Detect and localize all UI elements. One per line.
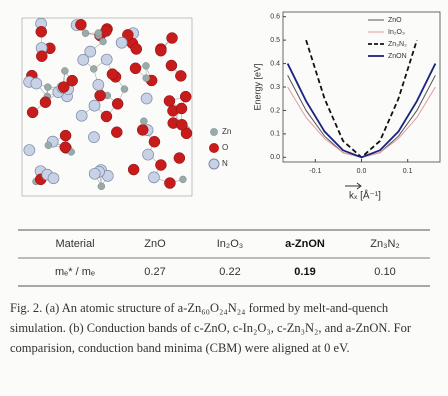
legend-label: ZnO (388, 17, 402, 24)
table-header: Material (55, 238, 94, 250)
x-tick-label: 0.0 (357, 168, 367, 175)
y-tick-label: 0.5 (270, 37, 280, 44)
atom-n (76, 110, 87, 121)
y-tick-label: 0.6 (270, 14, 280, 21)
atom-o (166, 60, 177, 71)
legend-o (209, 143, 219, 153)
atom-n (143, 149, 154, 160)
y-tick-label: 0.3 (270, 84, 280, 91)
atom-o (36, 51, 47, 62)
legend-n (209, 159, 219, 169)
atom-o (95, 90, 106, 101)
legend-label: Zn₃N₂ (388, 41, 407, 48)
figure-graphics: Zn O N Energy [eV] kₓ [Å⁻¹] 0.0 0.1 0.2 0.3… (0, 0, 448, 296)
y-tick-label: 0.4 (270, 60, 280, 67)
y-tick-label: 0.2 (270, 107, 280, 114)
atom-o (164, 95, 175, 106)
figure: Zn O N Energy [eV] kₓ [Å⁻¹] 0.0 0.1 0.2 0.3… (0, 0, 448, 396)
atom-n (89, 168, 100, 179)
atom-n (148, 172, 159, 183)
atom-o (75, 19, 86, 30)
atom-o (60, 142, 71, 153)
atom-n (31, 78, 42, 89)
table-cell: 0.19 (294, 266, 315, 278)
table-header: ZnO (144, 238, 166, 250)
atomic-structure (22, 18, 192, 196)
atom-o (131, 43, 142, 54)
atom-n (141, 93, 152, 104)
atom-zn (121, 86, 128, 93)
atom-o (112, 98, 123, 109)
legend-label: O (222, 143, 228, 152)
y-axis-label: Energy [eV] (252, 63, 262, 110)
legend-label: In₂O₃ (388, 29, 405, 36)
atom-zn (140, 118, 147, 125)
series-line (288, 75, 436, 157)
atom-o (175, 70, 186, 81)
atom-n (101, 54, 112, 65)
atom-legend: Zn O N (209, 127, 231, 169)
atom-o (167, 33, 178, 44)
atom-o (164, 178, 175, 189)
atom-zn (45, 142, 52, 149)
atom-o (180, 91, 191, 102)
atom-o (174, 153, 185, 164)
table-cell: 0.10 (374, 266, 395, 278)
legend-label: N (222, 159, 228, 168)
x-axis-label: kₓ [Å⁻¹] (349, 189, 381, 202)
atom-n (78, 54, 89, 65)
atom-zn (44, 84, 51, 91)
legend-label: ZnON (388, 53, 407, 60)
atom-n (89, 100, 100, 111)
atom-o (130, 63, 141, 74)
atom-zn (142, 62, 149, 69)
atom-o (101, 26, 112, 37)
caption: Fig. 2. (a) An atomic structure of a-Zn₆… (10, 298, 440, 358)
atom-o (60, 130, 71, 141)
atom-zn (82, 30, 89, 37)
table-cell: 0.22 (219, 266, 240, 278)
table-header: Zn₃N₂ (370, 238, 400, 250)
atom-n (93, 79, 104, 90)
table-header: In₂O₃ (217, 238, 243, 250)
atom-o (176, 103, 187, 114)
table-header: a-ZnON (285, 238, 325, 250)
atom-zn (61, 67, 68, 74)
atom-o (36, 26, 47, 37)
atom-n (88, 132, 99, 143)
atom-o (67, 75, 78, 86)
atom-n (116, 37, 127, 48)
atom-o (137, 124, 148, 135)
table-cell: 0.27 (144, 266, 165, 278)
plot-frame (283, 12, 440, 162)
atom-zn (179, 176, 186, 183)
atom-zn (98, 183, 105, 190)
atom-zn (143, 75, 150, 82)
legend-zn (210, 128, 218, 136)
atom-zn (100, 38, 107, 45)
y-tick-label: 0.1 (270, 131, 280, 138)
atom-zn (95, 29, 102, 36)
series-line (288, 87, 436, 157)
atom-o (27, 107, 38, 118)
atom-o (155, 45, 166, 56)
atom-o (176, 119, 187, 130)
atom-o (107, 69, 118, 80)
atom-o (111, 127, 122, 138)
x-tick-label: 0.1 (403, 168, 413, 175)
atom-o (128, 164, 139, 175)
y-tick-label: 0.0 (270, 154, 280, 161)
atom-zn (90, 65, 97, 72)
legend-label: Zn (222, 127, 231, 136)
x-tick-label: -0.1 (309, 168, 321, 175)
series-line (288, 64, 436, 158)
atom-o (101, 111, 112, 122)
atom-o (40, 97, 51, 108)
atom-n (24, 145, 35, 156)
atom-o (149, 136, 160, 147)
table-cell: mₑ* / mₑ (55, 266, 95, 278)
atom-o (155, 160, 166, 171)
atom-n (48, 173, 59, 184)
